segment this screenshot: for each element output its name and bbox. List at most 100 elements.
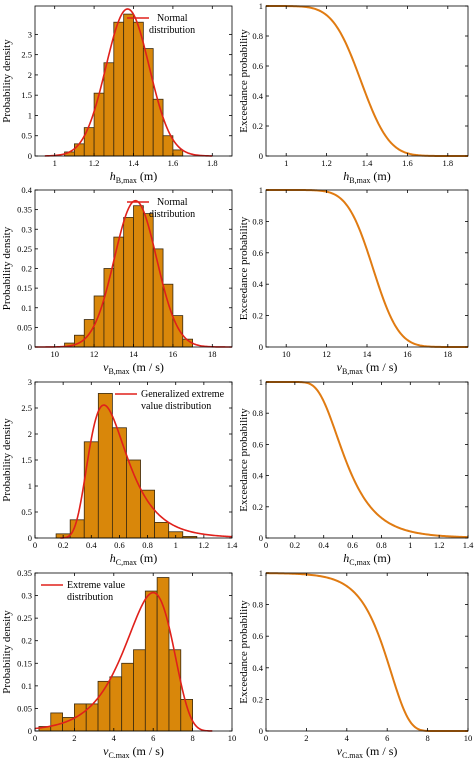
y-tick-label: 0.4 [252, 279, 263, 289]
histogram-bar [113, 21, 125, 157]
x-axis-label-unit: (m) [370, 551, 390, 565]
histogram-bar [50, 712, 63, 732]
y-axis-label: Exceedance probability [238, 29, 250, 133]
y-axis-label: Exceedance probability [238, 600, 250, 704]
histogram-bar [144, 590, 158, 732]
legend-label: Extreme value [67, 580, 126, 591]
histogram-bar [162, 283, 174, 348]
x-tick-label: 4 [345, 733, 350, 743]
x-axis-label-unit: (m) [137, 551, 157, 565]
histogram-bars [55, 393, 198, 539]
x-axis-label-unit: (m / s) [130, 360, 164, 374]
x-axis-label-subscript: C,max [342, 751, 363, 758]
fitted-distribution-curve [34, 591, 213, 732]
histogram-bar [140, 489, 156, 539]
y-tick-label: 0.8 [252, 31, 263, 41]
x-tick-label: 10 [50, 349, 59, 359]
exc-hC-panel: 0 0.2 0.4 0.6 0.8 1 1.2 1.4 0 0.2 0.4 0.6 0.8 1 hC,max… [238, 377, 474, 567]
x-tick-label: 1.2 [321, 158, 332, 168]
y-tick-label: 0 [259, 726, 263, 736]
y-tick-label: 0 [259, 533, 263, 543]
y-tick-label: 3 [28, 377, 32, 387]
y-tick-label: 1 [28, 481, 32, 491]
y-tick-label: 0.6 [252, 631, 263, 641]
x-tick-label: 0.6 [114, 540, 125, 550]
histogram-bar [121, 662, 134, 732]
y-tick-label: 1 [259, 1, 263, 11]
x-axis-label-symbol: h [343, 169, 349, 183]
y-tick-label: 0 [28, 151, 32, 161]
x-axis-label-subscript: B,max [349, 176, 370, 185]
x-axis-label: vB,max (m / s) [337, 360, 398, 376]
y-tick-label: 1 [259, 185, 263, 195]
fitted-distribution-curve [60, 404, 233, 539]
y-tick-label: 0.1 [21, 303, 32, 313]
exceedance-curve [266, 5, 468, 157]
x-tick-label: 10 [228, 733, 237, 743]
x-tick-label: 1.8 [442, 158, 453, 168]
y-tick-label: 0.6 [252, 439, 263, 449]
x-tick-label: 6 [151, 733, 155, 743]
legend-label: distribution [149, 25, 195, 36]
histogram-bar [154, 522, 170, 539]
x-axis-label: vC,max (m / s) [103, 744, 164, 758]
x-axis-label-subscript: C,max [108, 751, 129, 758]
x-axis-label-symbol: h [343, 551, 349, 565]
histogram-bar [142, 213, 154, 348]
axes-frame [265, 572, 469, 732]
x-axis-label: hC,max (m) [343, 551, 390, 567]
x-tick-label: 0.6 [347, 540, 358, 550]
y-tick-label: 0 [259, 151, 263, 161]
y-tick-label: 2 [28, 429, 32, 439]
exceedance-curve [266, 189, 468, 348]
y-tick-label: 2.5 [21, 50, 32, 60]
y-tick-label: 0.2 [252, 121, 263, 131]
y-tick-label: 0.35 [17, 568, 32, 578]
x-tick-label: 1.2 [199, 540, 210, 550]
x-tick-label: 1.2 [89, 158, 100, 168]
histogram-bar [97, 393, 113, 539]
y-tick-label: 3 [28, 29, 32, 39]
histogram-bar [172, 149, 184, 157]
y-tick-label: 2 [28, 70, 32, 80]
x-tick-label: 18 [444, 349, 453, 359]
histogram-bar [109, 676, 123, 732]
x-tick-label: 0 [33, 733, 37, 743]
x-tick-label: 0 [33, 540, 37, 550]
exceedance-curve [265, 572, 468, 732]
x-axis-label-symbol: v [337, 744, 343, 758]
x-axis-label: vC,max (m / s) [337, 744, 398, 758]
y-tick-label: 0.8 [252, 216, 263, 226]
x-tick-label: 6 [385, 733, 389, 743]
histogram-bar [133, 21, 144, 157]
histogram-bar [83, 441, 99, 539]
y-tick-label: 0.2 [252, 694, 263, 704]
y-tick-label: 1.5 [21, 90, 32, 100]
histogram-bar [168, 649, 182, 732]
x-tick-label: 14 [129, 349, 138, 359]
x-axis-label: hC,max (m) [110, 551, 157, 567]
x-tick-label: 1.6 [402, 158, 413, 168]
y-tick-label: 0.4 [21, 185, 32, 195]
histogram-bars [64, 205, 194, 348]
histogram-bar [156, 577, 170, 732]
axes-frame [265, 5, 469, 157]
y-tick-label: 0 [259, 342, 263, 352]
histogram-bars [64, 13, 184, 157]
y-axis-label: Probability density [1, 610, 13, 694]
y-axis-label: Exceedance probability [238, 216, 250, 320]
x-tick-label: 0.8 [142, 540, 153, 550]
y-tick-label: 0.2 [21, 636, 32, 646]
y-tick-label: 1 [259, 377, 263, 387]
y-tick-label: 0.5 [21, 131, 32, 141]
x-tick-label: 10 [464, 733, 473, 743]
x-tick-label: 0.4 [318, 540, 329, 550]
y-tick-label: 0 [28, 342, 32, 352]
y-tick-label: 0.2 [252, 311, 263, 321]
